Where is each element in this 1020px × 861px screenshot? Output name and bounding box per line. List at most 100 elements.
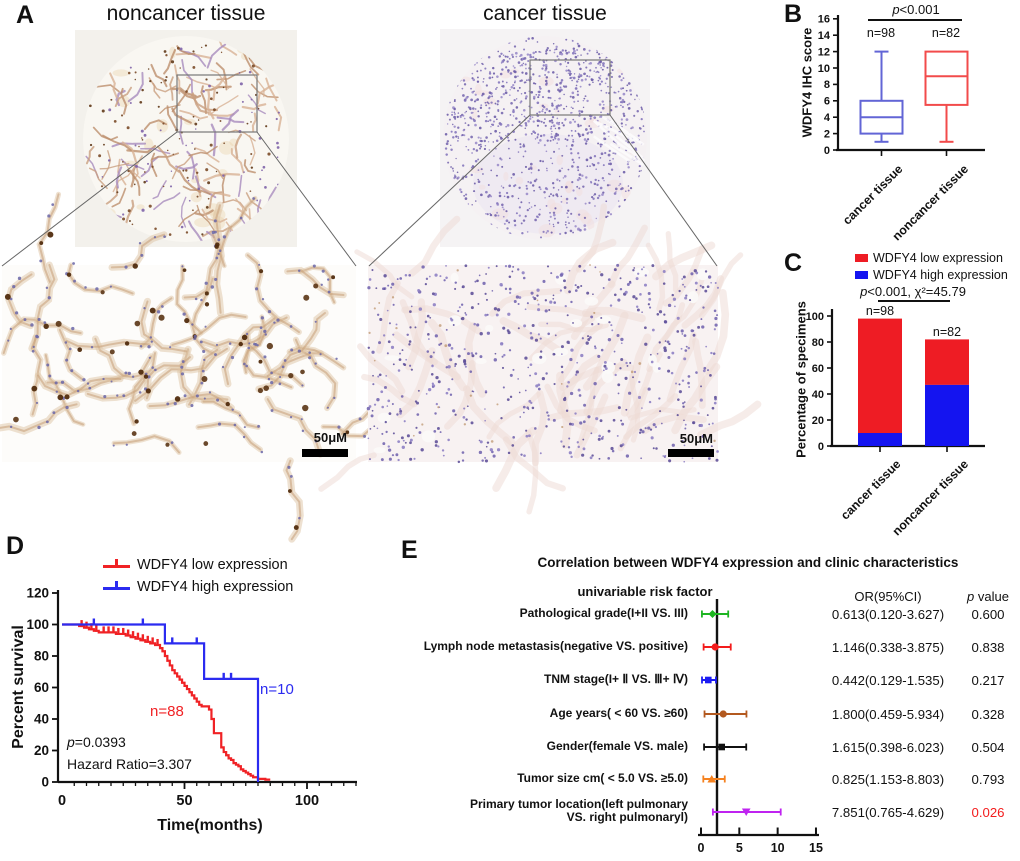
forest-row-or: 7.851(0.765-4.629) bbox=[831, 805, 945, 820]
legend-swatch-high bbox=[855, 271, 868, 279]
forest-row-or: 1.615(0.398-6.023) bbox=[831, 740, 945, 755]
svg-text:100: 100 bbox=[26, 617, 49, 632]
panel-c-label: C bbox=[784, 249, 803, 277]
km-legend-marker-high bbox=[103, 581, 130, 590]
km-p-value: p=0.0393 bbox=[67, 734, 126, 750]
specimen-stacked-bar: 0 20 40 60 80 100 bbox=[806, 309, 985, 453]
forest-row-or: 1.146(0.338-3.875) bbox=[831, 640, 945, 655]
forest-title: Correlation between WDFY4 expression and… bbox=[537, 555, 959, 570]
forest-row-p: 0.026 bbox=[971, 805, 1005, 820]
km-hazard-ratio: Hazard Ratio=3.307 bbox=[67, 756, 192, 772]
svg-text:12: 12 bbox=[818, 46, 830, 58]
forest-header-risk: univariable risk factor bbox=[577, 584, 713, 599]
forest-plot: 0 5 10 15 bbox=[698, 599, 823, 855]
forest-row-or: 0.825(1.153-8.803) bbox=[831, 772, 945, 787]
svg-text:100: 100 bbox=[806, 311, 824, 323]
legend-label-low: WDFY4 low expression bbox=[873, 251, 1003, 265]
scale-bar-right bbox=[668, 449, 714, 457]
forest-row-p: 0.217 bbox=[971, 673, 1005, 688]
panel-d-label: D bbox=[6, 532, 25, 560]
ihc-boxplot: 0 2 4 6 8 10 12 14 16 bbox=[818, 14, 985, 157]
svg-text:0: 0 bbox=[698, 841, 705, 855]
svg-text:10: 10 bbox=[818, 63, 830, 75]
forest-row-p: 0.328 bbox=[971, 707, 1005, 722]
forest-header-p: p value bbox=[967, 589, 1009, 604]
forest-row-or: 0.442(0.129-1.535) bbox=[831, 673, 945, 688]
panel-a-label: A bbox=[16, 1, 35, 29]
forest-row-p: 0.793 bbox=[971, 772, 1005, 787]
cancer-title: cancer tissue bbox=[483, 2, 607, 25]
km-legend-label-low: WDFY4 low expression bbox=[137, 557, 288, 573]
boxplot-n-noncancer: n=82 bbox=[931, 26, 961, 40]
km-xlabel: Time(months) bbox=[157, 817, 263, 834]
legend-label-high: WDFY4 high expression bbox=[873, 268, 1008, 282]
svg-text:15: 15 bbox=[809, 841, 823, 855]
stacked-sig-line bbox=[878, 300, 950, 302]
stacked-n-cancer: n=98 bbox=[865, 304, 895, 318]
boxplot-n-cancer: n=98 bbox=[866, 26, 896, 40]
svg-text:0: 0 bbox=[824, 145, 830, 157]
stacked-ylabel: Percentage of specimens bbox=[793, 301, 809, 458]
forest-row-label: Lymph node metastasis(negative VS. posit… bbox=[423, 639, 688, 653]
svg-text:10: 10 bbox=[771, 841, 785, 855]
legend-swatch-low bbox=[855, 254, 868, 262]
svg-text:20: 20 bbox=[34, 743, 49, 758]
svg-text:80: 80 bbox=[34, 649, 49, 664]
forest-row-p: 0.838 bbox=[971, 640, 1005, 655]
forest-row-or: 1.800(0.459-5.934) bbox=[831, 707, 945, 722]
cancer-detail-image bbox=[318, 203, 762, 515]
forest-row-label: Tumor size cm( < 5.0 VS. ≥5.0) bbox=[517, 771, 688, 785]
forest-row-or: 0.613(0.120-3.627) bbox=[831, 607, 945, 622]
scale-bar-label-right: 50μM bbox=[679, 431, 713, 446]
forest-row-label: Pathological grade(I+II VS. III) bbox=[519, 606, 688, 620]
svg-text:0: 0 bbox=[58, 793, 66, 809]
svg-text:60: 60 bbox=[812, 363, 824, 375]
stacked-p-annotation: p<0.001, χ²=45.79 bbox=[860, 284, 966, 299]
cancer-core-image bbox=[440, 29, 650, 247]
km-legend-label-high: WDFY4 high expression bbox=[137, 579, 294, 595]
svg-text:4: 4 bbox=[824, 112, 831, 124]
forest-header-or: OR(95%CI) bbox=[854, 589, 922, 604]
km-ylabel: Percent survival bbox=[10, 625, 27, 749]
svg-text:40: 40 bbox=[812, 389, 824, 401]
forest-row-p: 0.600 bbox=[971, 607, 1005, 622]
svg-text:0: 0 bbox=[818, 441, 824, 453]
svg-text:2: 2 bbox=[824, 128, 830, 140]
noncancer-title: noncancer tissue bbox=[106, 2, 266, 25]
svg-text:6: 6 bbox=[824, 96, 830, 108]
svg-text:20: 20 bbox=[812, 415, 824, 427]
svg-text:0: 0 bbox=[41, 775, 49, 790]
survival-plot: 0 20 40 60 80 100 120 0 50 100 bbox=[26, 586, 357, 809]
km-n-low: n=88 bbox=[150, 703, 184, 720]
forest-row-label: Age years( < 60 VS. ≥60) bbox=[549, 706, 688, 720]
forest-row-label: TNM stage(I+ Ⅱ VS. Ⅲ+ Ⅳ) bbox=[544, 672, 688, 686]
boxplot-ylabel: WDFY4 IHC score bbox=[799, 27, 815, 138]
forest-row-p: 0.504 bbox=[971, 740, 1005, 755]
svg-text:16: 16 bbox=[818, 14, 830, 26]
stacked-n-noncancer: n=82 bbox=[932, 325, 962, 339]
svg-text:40: 40 bbox=[34, 712, 49, 727]
svg-text:80: 80 bbox=[812, 337, 824, 349]
forest-row-label: Gender(female VS. male) bbox=[546, 739, 688, 753]
boxplot-sig-line bbox=[868, 19, 962, 21]
stacked-cat-noncancer: noncancer tissue bbox=[889, 457, 971, 539]
scale-bar-label-left: 50μM bbox=[313, 430, 347, 445]
svg-text:14: 14 bbox=[818, 30, 831, 42]
svg-text:60: 60 bbox=[34, 680, 49, 695]
noncancer-detail-image bbox=[0, 191, 409, 543]
boxplot-p-annotation: p<0.001 bbox=[892, 2, 940, 17]
forest-row-label: Primary tumor location(left pulmonary VS.… bbox=[469, 796, 688, 824]
svg-text:50: 50 bbox=[176, 793, 192, 809]
svg-text:120: 120 bbox=[26, 586, 49, 601]
panel-b-label: B bbox=[784, 0, 803, 28]
boxplot-cat-noncancer: noncancer tissue bbox=[889, 162, 971, 244]
svg-text:8: 8 bbox=[824, 79, 830, 91]
km-n-high: n=10 bbox=[260, 681, 294, 698]
svg-text:5: 5 bbox=[736, 841, 743, 855]
km-legend-marker-low bbox=[103, 559, 130, 568]
noncancer-core-image bbox=[75, 30, 297, 247]
panel-e-label: E bbox=[401, 536, 418, 564]
scale-bar-left bbox=[302, 449, 348, 457]
svg-text:100: 100 bbox=[295, 793, 319, 809]
